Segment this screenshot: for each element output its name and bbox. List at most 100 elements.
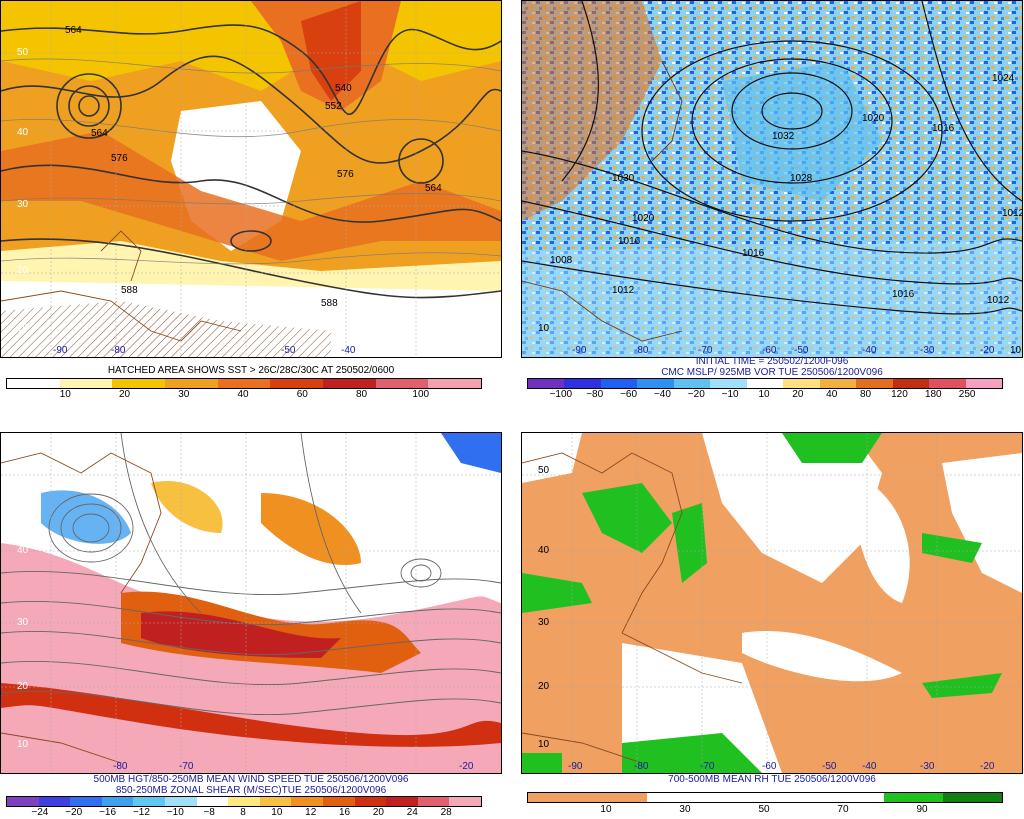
colorbar-segment bbox=[929, 379, 966, 388]
lon-label: -80 bbox=[634, 761, 649, 772]
contour-label: 576 bbox=[337, 169, 354, 180]
pressure-label: 1030 bbox=[612, 173, 635, 184]
lat-label: 30 bbox=[17, 617, 29, 628]
colorbar-segment bbox=[783, 379, 820, 388]
colorbar-segment bbox=[70, 797, 102, 806]
lat-label: 10 bbox=[538, 323, 550, 334]
pressure-label: 1016 bbox=[742, 248, 765, 259]
colorbar-segment bbox=[7, 797, 39, 806]
lon-label: -80 bbox=[634, 345, 649, 356]
colorbar-segment bbox=[765, 793, 825, 802]
colorbar-segment bbox=[164, 797, 197, 806]
lon-label: -60 bbox=[762, 761, 777, 772]
colorbar-tick-label: 180 bbox=[924, 389, 942, 400]
colorbar-tick-label: −20 bbox=[687, 389, 705, 400]
colorbar-tick-label: 24 bbox=[406, 807, 418, 818]
colorbar-tick-label: 30 bbox=[178, 389, 190, 400]
colorbar bbox=[527, 792, 1003, 803]
colorbar-tick-label: 50 bbox=[758, 804, 770, 815]
pressure-label: 1012 bbox=[612, 285, 635, 296]
colorbar-segment bbox=[710, 379, 747, 388]
lat-label: 40 bbox=[538, 545, 550, 556]
lat-label: 30 bbox=[538, 617, 550, 628]
colorbar-tick-label: −8 bbox=[203, 807, 215, 818]
lon-label: -70 bbox=[698, 345, 713, 356]
map-mslp-vorticity: 1024 1032 1028 1020 1016 1012 1008 1030 … bbox=[521, 0, 1023, 358]
lon-label: -30 bbox=[920, 345, 935, 356]
panel-caption-line1: INITIAL TIME = 250502/1200F096 bbox=[695, 356, 849, 367]
colorbar-segment bbox=[323, 379, 376, 388]
lat-label: 10 bbox=[17, 323, 29, 334]
lon-label: -50 bbox=[794, 345, 809, 356]
pressure-label: 1016 bbox=[892, 289, 915, 300]
lon-label: -60 bbox=[762, 345, 777, 356]
colorbar-tick-label: 10 bbox=[59, 389, 71, 400]
colorbar-tick-label: 60 bbox=[296, 389, 308, 400]
colorbar-segment bbox=[528, 793, 588, 802]
lat-label: 50 bbox=[538, 465, 550, 476]
colorbar-tick-label: 8 bbox=[240, 807, 246, 818]
panel-mean-rh: 50 40 30 20 10 -90 -80 -70 -60 -50 -40 -… bbox=[521, 432, 1023, 819]
colorbar-segment bbox=[587, 793, 647, 802]
colorbar-tick-label: 20 bbox=[792, 389, 804, 400]
colorbar-tick-label: 40 bbox=[237, 389, 249, 400]
pressure-label: 1016 bbox=[618, 236, 641, 247]
lon-label: -90 bbox=[572, 345, 587, 356]
colorbar-segment bbox=[637, 379, 674, 388]
colorbar-ticks: 10 20 30 40 60 80 100 bbox=[6, 389, 480, 401]
panel-caption: HATCHED AREA SHOWS SST > 26C/28C/30C AT … bbox=[107, 365, 395, 376]
contour-label: 588 bbox=[321, 298, 338, 309]
colorbar-tick-label: 250 bbox=[958, 389, 976, 400]
colorbar-tick-label: −10 bbox=[166, 807, 184, 818]
colorbar-segment bbox=[270, 379, 324, 388]
colorbar-tick-label: 40 bbox=[826, 389, 838, 400]
colorbar-tick-label: −60 bbox=[620, 389, 638, 400]
map-mean-rh: 50 40 30 20 10 -90 -80 -70 -60 -50 -40 -… bbox=[521, 432, 1023, 774]
lat-label: 20 bbox=[538, 681, 550, 692]
contour-label: 588 bbox=[121, 285, 138, 296]
colorbar-segment bbox=[228, 797, 260, 806]
colorbar-tick-label: 16 bbox=[339, 807, 351, 818]
colorbar-tick-label: 80 bbox=[860, 389, 872, 400]
colorbar-segment bbox=[428, 379, 482, 388]
colorbar-segment bbox=[354, 797, 387, 806]
lon-label: -40 bbox=[862, 345, 877, 356]
colorbar-segment bbox=[673, 379, 711, 388]
contour-label: 552 bbox=[325, 101, 342, 112]
colorbar-ticks: 10 30 50 70 90 bbox=[527, 804, 1001, 816]
colorbar-segment bbox=[112, 379, 166, 388]
colorbar-segment bbox=[705, 793, 765, 802]
colorbar-tick-label: 70 bbox=[837, 804, 849, 815]
map-wind-shear: 50 40 30 20 10 -80 -70 -20 bbox=[0, 432, 502, 774]
pressure-label: 1016 bbox=[932, 123, 955, 134]
lat-label: 40 bbox=[17, 127, 29, 138]
colorbar-segment bbox=[564, 379, 601, 388]
colorbar-segment bbox=[819, 379, 857, 388]
colorbar-tick-label: −24 bbox=[31, 807, 49, 818]
lon-label: -90 bbox=[53, 345, 68, 356]
colorbar-tick-label: 10 bbox=[271, 807, 283, 818]
panel-caption: 700-500MB MEAN RH TUE 250506/1200V096 bbox=[668, 774, 876, 785]
lat-label: 40 bbox=[17, 545, 29, 556]
lat-label: 10 bbox=[538, 739, 550, 750]
contour-label: 564 bbox=[91, 128, 108, 139]
lon-label: -40 bbox=[862, 761, 877, 772]
colorbar-segment bbox=[386, 797, 418, 806]
colorbar-segment bbox=[38, 797, 71, 806]
colorbar-tick-label: −12 bbox=[132, 807, 150, 818]
pressure-label: 1024 bbox=[992, 73, 1015, 84]
colorbar-segment bbox=[59, 379, 113, 388]
colorbar-segment bbox=[101, 797, 134, 806]
lon-label: -80 bbox=[111, 345, 126, 356]
colorbar-tick-label: 100 bbox=[412, 389, 430, 400]
lat-label: 30 bbox=[17, 199, 29, 210]
panel-caption-line2: CMC MSLP/ 925MB VOR TUE 250506/1200V096 bbox=[661, 367, 883, 378]
colorbar-segment bbox=[824, 793, 884, 802]
colorbar bbox=[6, 378, 482, 389]
colorbar-tick-label: 80 bbox=[355, 389, 368, 400]
colorbar-segment bbox=[165, 379, 218, 388]
colorbar-tick-label: −100 bbox=[549, 389, 573, 400]
lon-label: -30 bbox=[920, 761, 935, 772]
colorbar-tick-label: 30 bbox=[679, 804, 691, 815]
lon-label: -40 bbox=[341, 345, 356, 356]
